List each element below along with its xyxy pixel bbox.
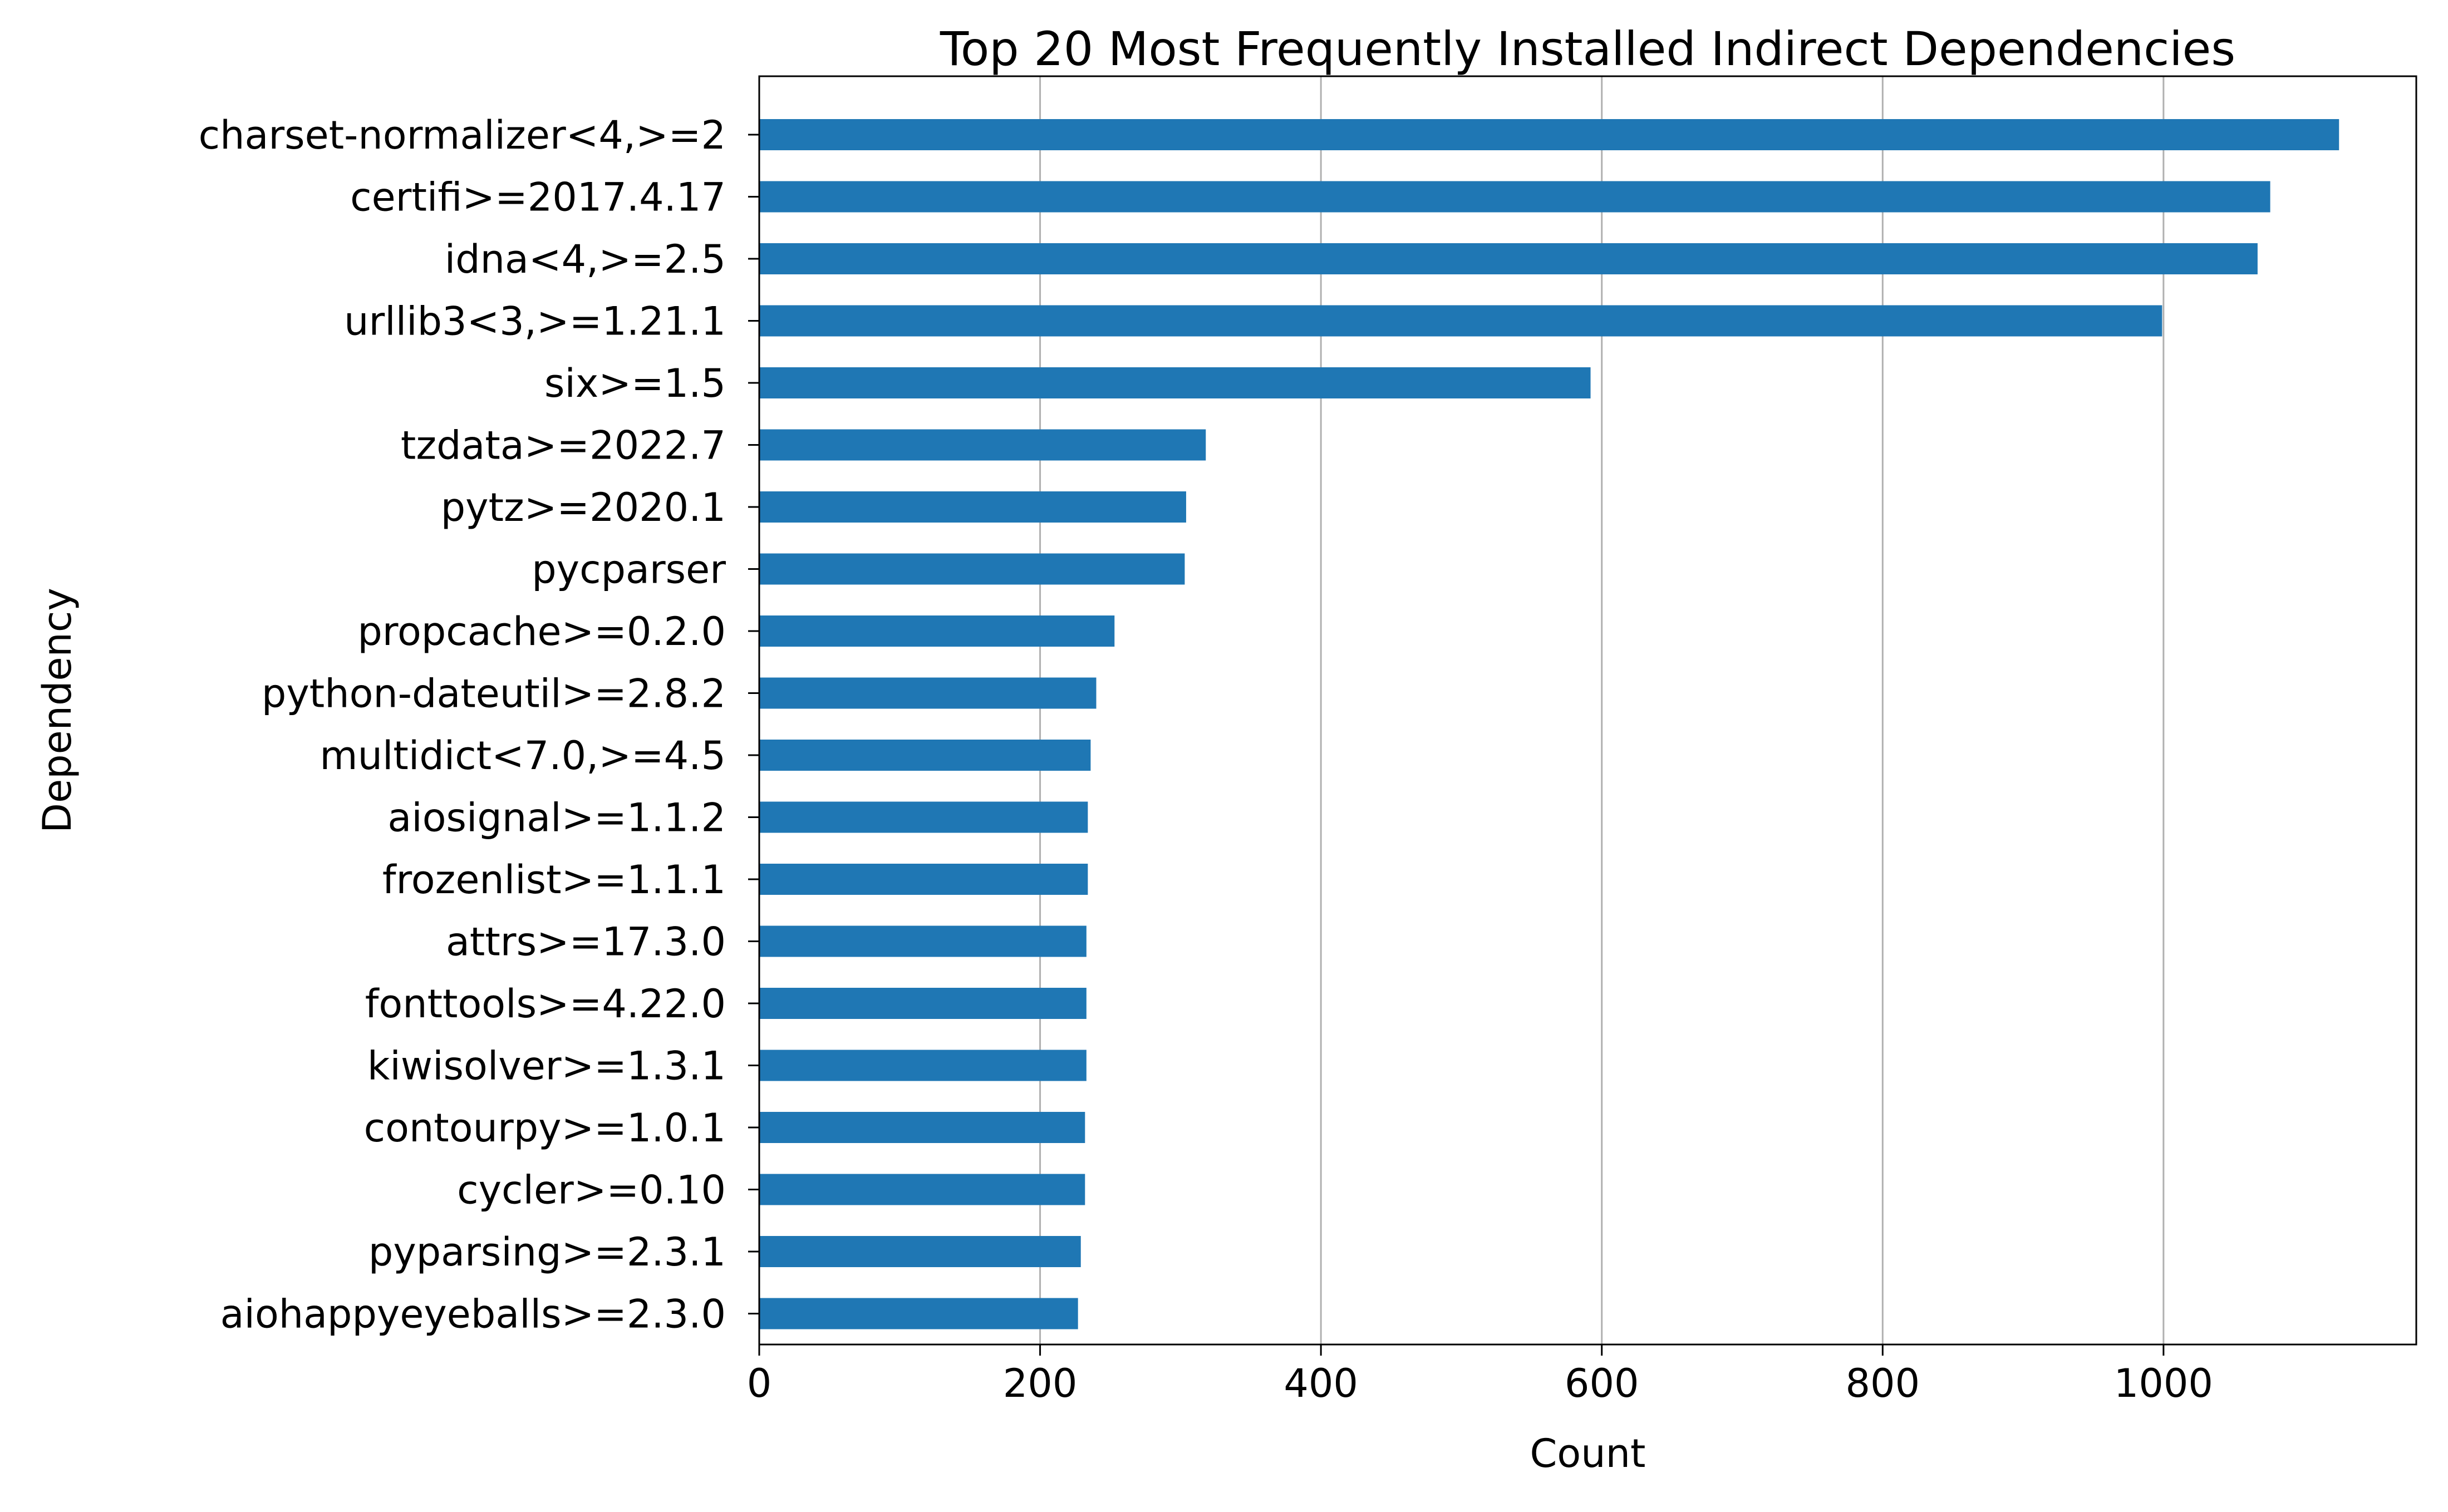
axis-ticks: 0 200 400 600 800 1000 charset-normalizer<4,>=… xyxy=(199,112,2213,1406)
bar xyxy=(759,740,1091,771)
bar xyxy=(759,1174,1085,1205)
x-tick-label: 800 xyxy=(1846,1361,1920,1406)
y-tick-label: idna<4,>=2.5 xyxy=(445,237,726,282)
bar xyxy=(759,1050,1087,1081)
x-tick-label: 400 xyxy=(1284,1361,1358,1406)
bar xyxy=(759,615,1115,647)
bar xyxy=(759,429,1206,461)
y-tick-label: aiosignal>=1.1.2 xyxy=(387,795,726,841)
y-tick-label: fonttools>=4.22.0 xyxy=(365,981,726,1027)
chart-title: Top 20 Most Frequently Installed Indirec… xyxy=(940,22,2235,76)
y-tick-label: attrs>=17.3.0 xyxy=(446,919,726,965)
bar xyxy=(759,925,1087,957)
y-axis-label: Dependency xyxy=(35,588,80,833)
y-tick-label: pyparsing>=2.3.1 xyxy=(368,1229,726,1275)
y-tick-label: contourpy>=1.0.1 xyxy=(364,1105,726,1151)
y-tick-label: cycler>=0.10 xyxy=(457,1168,726,1213)
bar xyxy=(759,305,2162,337)
plot-frame xyxy=(758,75,2417,1346)
bar xyxy=(759,367,1591,398)
bar xyxy=(759,1298,1078,1329)
y-tick-label: pytz>=2020.1 xyxy=(441,485,726,530)
x-axis-label: Count xyxy=(1530,1431,1646,1476)
bars xyxy=(759,119,2339,1329)
bar xyxy=(759,988,1087,1019)
x-tick-label: 0 xyxy=(747,1361,772,1406)
y-tick-label: certifi>=2017.4.17 xyxy=(350,175,726,220)
y-tick-label: aiohappyeyeballs>=2.3.0 xyxy=(220,1292,726,1337)
bar xyxy=(759,491,1186,523)
y-tick-label: frozenlist>=1.1.1 xyxy=(382,857,726,903)
x-tick-label: 200 xyxy=(1003,1361,1078,1406)
bar xyxy=(759,1236,1081,1267)
bar xyxy=(759,801,1088,833)
y-tick-label: python-dateutil>=2.8.2 xyxy=(262,671,726,717)
bar xyxy=(759,119,2339,150)
bar xyxy=(759,864,1088,895)
y-tick-label: urllib3<3,>=1.21.1 xyxy=(344,299,726,344)
y-tick-label: six>=1.5 xyxy=(544,361,726,406)
x-tick-label: 1000 xyxy=(2114,1361,2213,1406)
y-tick-label: kiwisolver>=1.3.1 xyxy=(367,1043,726,1089)
bar xyxy=(759,553,1185,585)
y-tick-label: pycparser xyxy=(532,547,726,593)
bar xyxy=(759,181,2270,213)
bar xyxy=(759,243,2258,274)
y-tick-label: propcache>=0.2.0 xyxy=(357,609,726,654)
y-tick-label: multidict<7.0,>=4.5 xyxy=(319,733,726,779)
y-tick-label: tzdata>=2022.7 xyxy=(401,423,726,469)
x-tick-label: 600 xyxy=(1565,1361,1639,1406)
bar xyxy=(759,677,1097,709)
y-tick-label: charset-normalizer<4,>=2 xyxy=(199,112,726,158)
bar xyxy=(759,1112,1085,1143)
